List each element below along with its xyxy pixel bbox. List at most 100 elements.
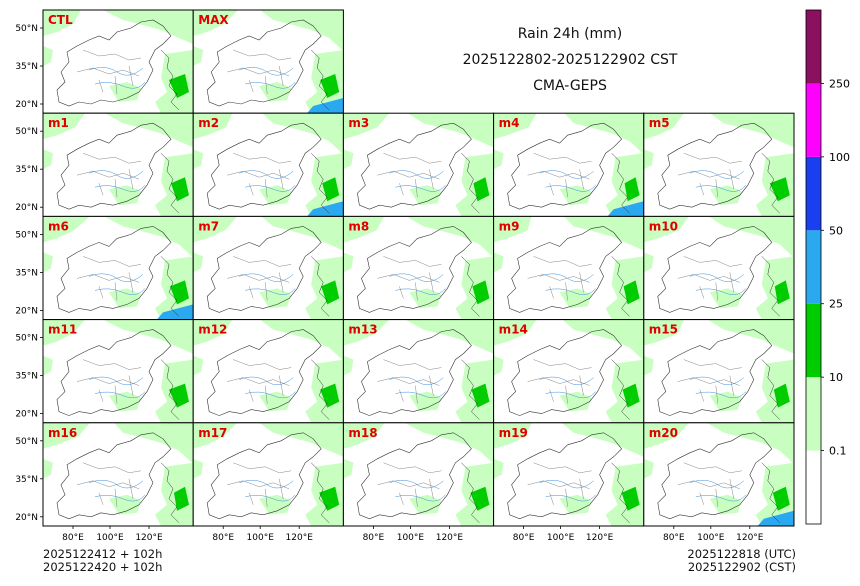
lat-tick-label: 20°N (15, 513, 38, 523)
rain-area (643, 216, 689, 243)
rain-heavy (773, 383, 790, 408)
panel-label: m14 (499, 323, 528, 337)
rain-area (103, 319, 193, 354)
lat-tick-label: 35°N (15, 372, 38, 382)
rain-area (43, 149, 53, 170)
coastline (761, 359, 780, 420)
panel-label: m16 (48, 426, 77, 440)
panel-m10: m10 (643, 215, 795, 321)
lon-tick-label: 100°E (247, 533, 275, 543)
panel-label: m20 (649, 426, 678, 440)
panel-m15: m15 (643, 319, 795, 424)
colorbar-segment (806, 303, 821, 378)
rain-area (493, 113, 537, 140)
rain-area (409, 288, 442, 309)
rain-area (643, 422, 689, 449)
rain-very-heavy (307, 98, 344, 113)
rain-area (193, 422, 238, 449)
footer-right-line2: 2025122902 (CST) (687, 560, 796, 574)
coastline (160, 256, 180, 317)
rain-area (493, 319, 537, 346)
rain-area (643, 355, 654, 376)
rain-heavy (473, 177, 490, 202)
panel-label: m17 (198, 426, 227, 440)
rain-heavy (621, 486, 640, 511)
rain-heavy (169, 383, 189, 408)
panel-label: m7 (198, 219, 219, 233)
lon-tick-label: 100°E (697, 533, 725, 543)
rain-area (259, 185, 292, 206)
rain-heavy (319, 486, 340, 511)
rain-area (103, 10, 193, 44)
province-border (527, 462, 592, 507)
panel-grid: CTL 50°N 35°N 20°N MAX m1 50°N 35°N 20°N m2 m3 m4 m5… (15, 9, 795, 543)
river (88, 273, 146, 295)
river (239, 170, 296, 192)
coastline (160, 462, 180, 523)
lon-tick-label: 80°E (513, 533, 535, 543)
rain-area (193, 113, 233, 140)
rain-area (259, 391, 292, 412)
rain-area (193, 355, 204, 376)
river (239, 273, 296, 295)
rain-area (643, 319, 684, 346)
lat-tick-label: 20°N (15, 306, 38, 316)
rain-area (643, 149, 654, 170)
colorbar-segment (806, 156, 821, 231)
panel-m19: m19 80°E 100°E 120°E (493, 422, 645, 543)
lon-tick-label: 120°E (436, 533, 464, 543)
rain-area (193, 149, 204, 170)
river (88, 480, 146, 502)
province-border (377, 153, 442, 198)
rain-area (643, 458, 654, 479)
coastline (311, 359, 330, 420)
lon-tick-label: 100°E (547, 533, 575, 543)
coastline (761, 462, 780, 523)
panel-m14: m14 (493, 319, 645, 424)
country-border (56, 329, 172, 416)
rain-heavy (322, 177, 340, 202)
rain-area (193, 216, 238, 243)
province-border (377, 359, 442, 404)
rain-area (43, 458, 53, 479)
footer-right-line1: 2025122818 (UTC) (687, 547, 796, 561)
rain-area (559, 288, 592, 309)
rain-area (493, 458, 504, 479)
panel-m11: m11 50°N 35°N 20°N (15, 319, 194, 424)
rain-area (343, 319, 390, 346)
colorbar-tick-label: 0.1 (829, 445, 847, 458)
country-border (357, 432, 472, 520)
country-border (357, 226, 472, 313)
river (88, 67, 146, 89)
panel-m6: m6 50°N 35°N 20°N (15, 215, 194, 321)
lat-tick-label: 50°N (15, 437, 38, 447)
rain-area (343, 216, 385, 243)
coastline (611, 256, 630, 317)
river (389, 480, 446, 502)
rain-area (559, 185, 592, 206)
coastline (461, 462, 480, 523)
panel-m12: m12 (192, 319, 344, 424)
rain-area (706, 422, 794, 464)
province-border (677, 462, 742, 507)
country-border (206, 122, 322, 210)
rain-area (559, 391, 592, 412)
country-border (206, 432, 322, 520)
rain-area (343, 458, 354, 479)
country-border (56, 122, 172, 210)
river (88, 170, 146, 192)
lat-tick-label: 20°N (15, 410, 38, 420)
rain-heavy (622, 383, 640, 408)
rain-area (405, 319, 494, 354)
rain-area (109, 185, 141, 206)
panel-label: m8 (348, 219, 369, 233)
province-border (227, 462, 292, 507)
country-border (657, 329, 773, 416)
panel-label: m10 (649, 219, 678, 233)
river (539, 170, 596, 192)
lon-tick-label: 120°E (586, 533, 614, 543)
rain-area (43, 216, 90, 243)
rain-area (259, 494, 292, 515)
rain-area (155, 462, 193, 526)
lat-tick-label: 35°N (15, 475, 38, 485)
